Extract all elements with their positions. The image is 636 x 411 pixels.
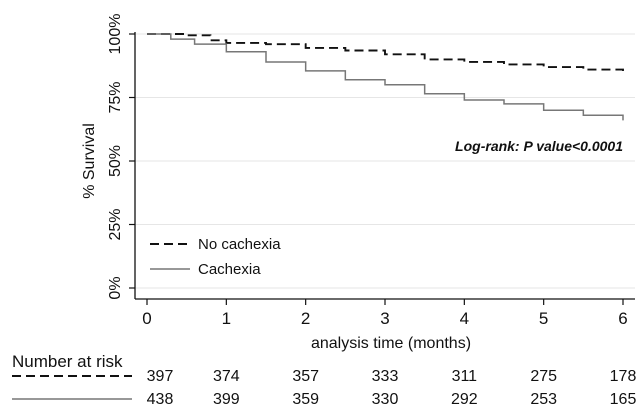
risk-value-0-1: 374	[213, 368, 240, 385]
x-tick-label-2: 2	[301, 309, 310, 328]
y-tick-label-0: 0%	[107, 276, 124, 299]
x-tick-label-4: 4	[460, 309, 469, 328]
x-tick-label-0: 0	[142, 309, 151, 328]
y-tick-label-1: 25%	[107, 208, 124, 240]
x-tick-label-5: 5	[539, 309, 548, 328]
risk-table-title: Number at risk	[12, 352, 123, 371]
legend-label-0: No cachexia	[198, 236, 281, 253]
x-tick-label-1: 1	[222, 309, 231, 328]
logrank-annotation: Log-rank: P value<0.0001	[455, 138, 623, 154]
y-tick-label-4: 100%	[107, 14, 124, 55]
risk-value-0-5: 275	[530, 368, 557, 385]
risk-value-1-3: 330	[372, 391, 399, 408]
risk-value-1-1: 399	[213, 391, 240, 408]
legend-label-1: Cachexia	[198, 261, 261, 278]
risk-value-1-4: 292	[451, 391, 478, 408]
risk-value-0-3: 333	[372, 368, 399, 385]
risk-value-0-6: 178	[610, 368, 636, 385]
risk-value-1-6: 165	[610, 391, 636, 408]
risk-value-1-5: 253	[530, 391, 557, 408]
series-line-cachexia	[147, 33, 624, 121]
risk-value-0-2: 357	[292, 368, 319, 385]
x-axis-title: analysis time (months)	[311, 335, 471, 352]
y-tick-label-2: 50%	[107, 145, 124, 177]
risk-value-0-4: 311	[452, 368, 478, 385]
y-tick-label-3: 75%	[107, 81, 124, 113]
risk-value-1-0: 438	[147, 391, 174, 408]
risk-value-1-2: 359	[292, 391, 319, 408]
x-tick-label-3: 3	[380, 309, 389, 328]
y-axis-title: % Survival	[81, 123, 98, 199]
risk-value-0-0: 397	[147, 368, 174, 385]
series-line-no-cachexia	[147, 33, 624, 74]
x-tick-label-6: 6	[618, 309, 627, 328]
